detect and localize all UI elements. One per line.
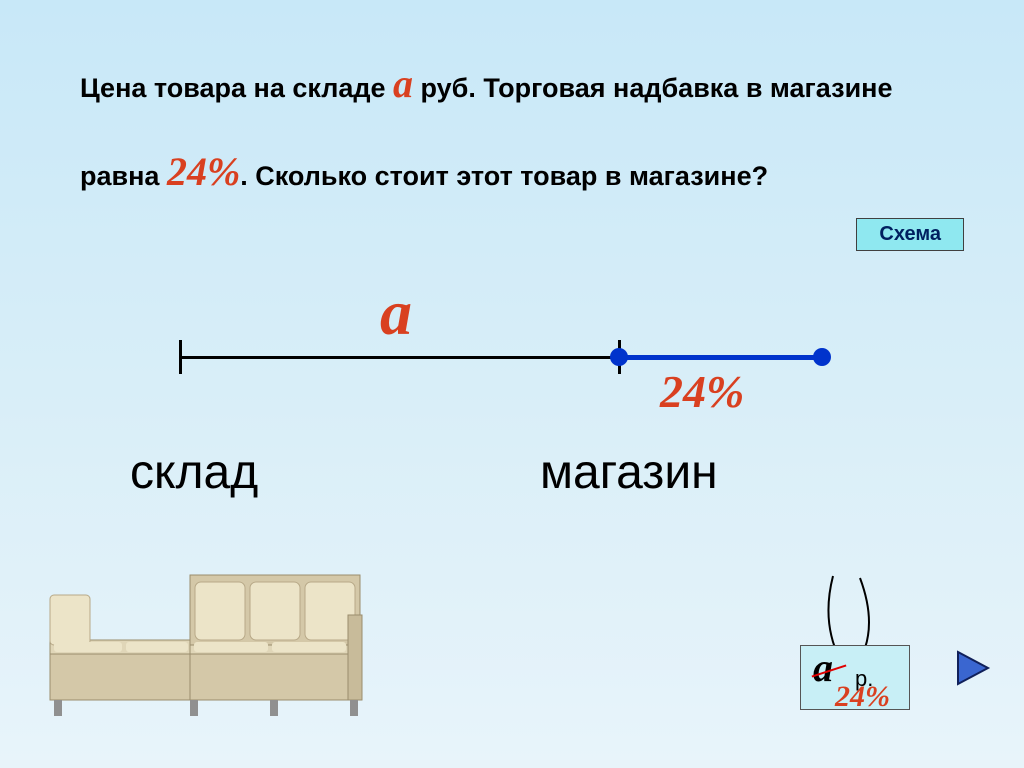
label-warehouse: склад xyxy=(130,445,258,500)
problem-part1: Цена товара на складе xyxy=(80,73,393,103)
problem-variable: а xyxy=(393,61,413,106)
price-tag: а р. 24% xyxy=(800,645,910,710)
markup-segment xyxy=(620,355,820,360)
diagram-percent-label: 24% xyxy=(660,365,744,418)
price-tag-variable: а xyxy=(813,644,833,691)
diagram-base-line xyxy=(180,356,620,359)
tick-start xyxy=(179,340,182,374)
diagram-variable-label: а xyxy=(380,276,412,350)
number-line-diagram: а 24% xyxy=(180,310,820,430)
problem-part3: . Сколько стоит этот товар в магазине? xyxy=(240,161,768,191)
label-store: магазин xyxy=(540,445,718,500)
markup-dot-left xyxy=(610,348,628,366)
tag-hanger-lines xyxy=(815,570,905,650)
markup-dot-right xyxy=(813,348,831,366)
scheme-button[interactable]: Схема xyxy=(856,218,964,251)
price-tag-percent: 24% xyxy=(835,680,890,714)
problem-statement: Цена товара на складе а руб. Торговая на… xyxy=(80,40,940,216)
problem-percent: 24% xyxy=(167,149,240,194)
next-arrow-button[interactable] xyxy=(952,646,996,690)
sofa-illustration xyxy=(40,520,370,730)
